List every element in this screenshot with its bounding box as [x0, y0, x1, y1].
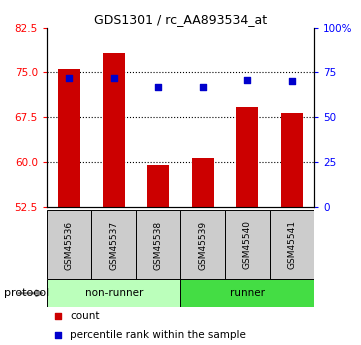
Bar	[192, 158, 214, 207]
Bar	[280, 113, 303, 207]
Text: GSM45540: GSM45540	[243, 220, 252, 269]
Bar	[236, 107, 258, 207]
Bar	[136, 210, 180, 279]
Text: non-runner: non-runner	[84, 288, 143, 298]
Bar	[180, 210, 225, 279]
Title: GDS1301 / rc_AA893534_at: GDS1301 / rc_AA893534_at	[94, 13, 267, 27]
Text: protocol: protocol	[4, 288, 49, 298]
Point	[200, 84, 206, 90]
Bar	[180, 279, 314, 307]
Point	[55, 332, 61, 337]
Point	[55, 313, 61, 318]
Text: GSM45536: GSM45536	[65, 220, 74, 269]
Bar	[91, 210, 136, 279]
Text: percentile rank within the sample: percentile rank within the sample	[70, 330, 246, 339]
Bar	[225, 210, 270, 279]
Text: GSM45537: GSM45537	[109, 220, 118, 269]
Text: GSM45539: GSM45539	[198, 220, 207, 269]
Text: runner: runner	[230, 288, 265, 298]
Point	[289, 79, 295, 84]
Bar	[47, 210, 91, 279]
Bar	[47, 279, 180, 307]
Text: GSM45538: GSM45538	[154, 220, 163, 269]
Text: count: count	[70, 311, 100, 321]
Bar	[270, 210, 314, 279]
Point	[66, 75, 72, 81]
Text: GSM45541: GSM45541	[287, 220, 296, 269]
Point	[244, 77, 250, 82]
Point	[111, 75, 117, 81]
Bar	[58, 69, 80, 207]
Bar	[147, 165, 169, 207]
Point	[155, 84, 161, 90]
Bar	[103, 53, 125, 207]
